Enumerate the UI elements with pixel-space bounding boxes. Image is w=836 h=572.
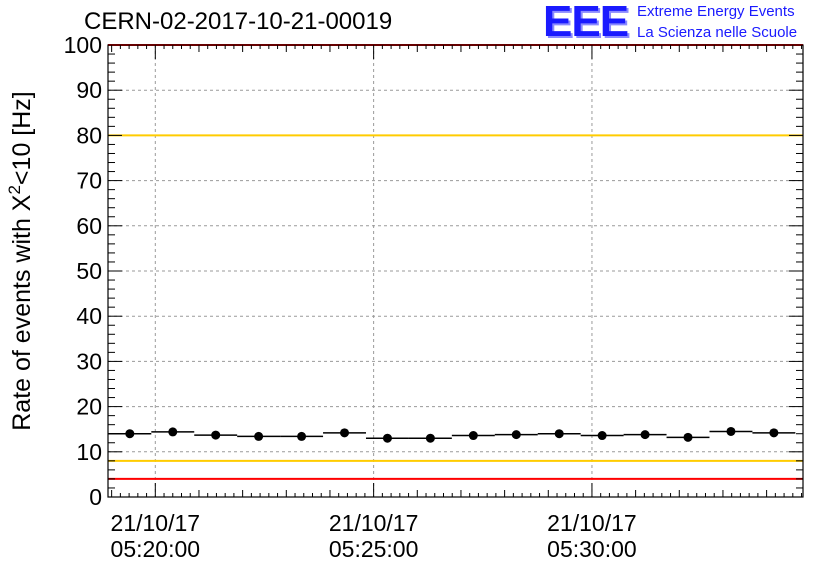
data-point: [640, 430, 650, 440]
data-point: [211, 430, 221, 440]
logo-line-2: La Scienza nelle Scuole: [637, 24, 798, 41]
y-tick-label: 40: [76, 303, 102, 329]
y-tick-label: 100: [64, 32, 102, 58]
x-tick-time-label: 05:20:00: [111, 536, 201, 562]
x-tick-date-label: 21/10/17: [329, 510, 419, 536]
x-tick-time-label: 05:30:00: [547, 536, 637, 562]
data-point: [468, 431, 478, 441]
y-tick-label: 0: [89, 484, 102, 510]
data-point: [511, 430, 521, 440]
data-point: [254, 431, 264, 441]
y-tick-label: 50: [76, 258, 102, 284]
data-point: [168, 427, 178, 437]
data-point: [425, 433, 435, 443]
x-tick-date-label: 21/10/17: [111, 510, 201, 536]
x-tick-time-label: 05:25:00: [329, 536, 419, 562]
data-point: [297, 431, 307, 441]
data-point: [769, 428, 779, 438]
y-tick-label: 10: [76, 439, 102, 465]
y-tick-label: 30: [76, 348, 102, 374]
data-point: [597, 431, 607, 441]
x-tick-date-label: 21/10/17: [547, 510, 637, 536]
y-tick-label: 90: [76, 77, 102, 103]
y-axis-title: Rate of events with X2<10 [Hz]: [5, 91, 36, 431]
logo-line-1: Extreme Energy Events: [637, 3, 795, 20]
data-point: [554, 429, 564, 439]
y-tick-label: 70: [76, 168, 102, 194]
data-point: [382, 433, 392, 443]
data-point: [340, 428, 350, 438]
eee-logo: EEE: [543, 0, 629, 46]
data-point: [726, 426, 736, 436]
y-tick-label: 80: [76, 122, 102, 148]
y-tick-label: 60: [76, 213, 102, 239]
data-point: [125, 429, 135, 439]
chart-title: CERN-02-2017-10-21-00019: [84, 8, 393, 35]
y-tick-label: 20: [76, 394, 102, 420]
data-point: [683, 432, 693, 442]
